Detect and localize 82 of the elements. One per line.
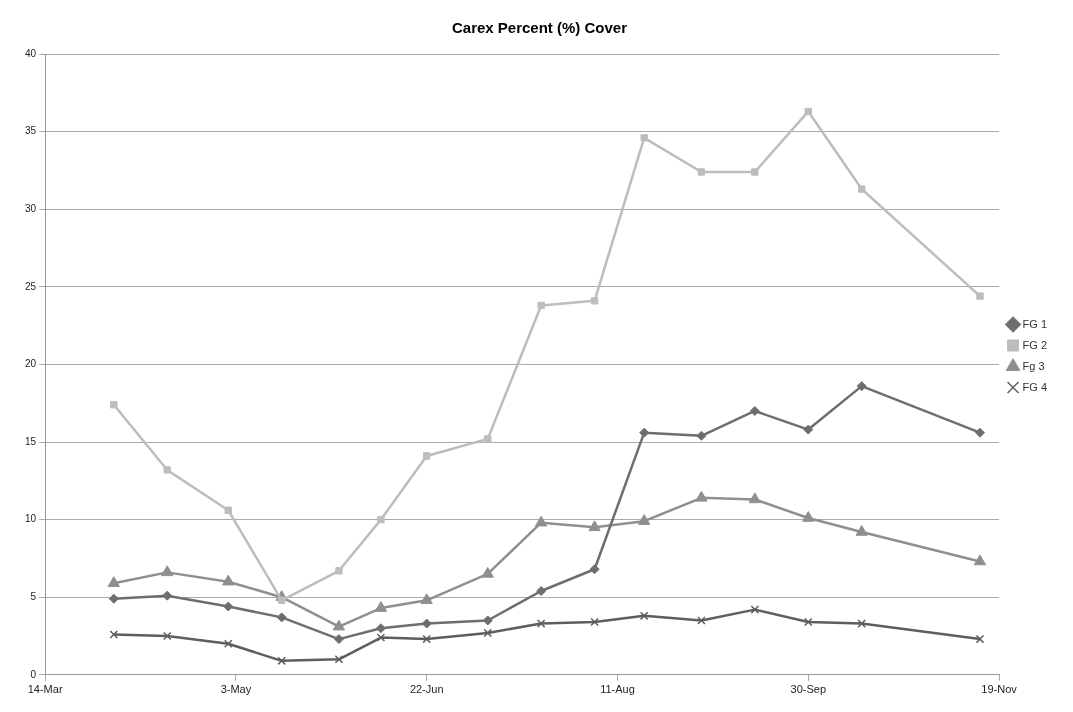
legend-label: FG 4 xyxy=(1022,380,1047,393)
point xyxy=(590,617,599,627)
x-tick-label: 14-Mar xyxy=(27,683,63,696)
y-tick-label: 40 xyxy=(25,47,37,59)
point xyxy=(590,297,599,305)
point xyxy=(377,515,385,524)
y-tick-label: 10 xyxy=(25,513,37,525)
point xyxy=(749,405,760,416)
legend-label: FG 1 xyxy=(1022,317,1047,330)
y-tick-label: 35 xyxy=(25,125,37,137)
point xyxy=(333,634,344,645)
y-tick-label: 30 xyxy=(25,202,37,214)
point xyxy=(484,435,492,443)
y-tick-label: 25 xyxy=(25,280,37,292)
point xyxy=(857,619,866,628)
point xyxy=(162,631,172,641)
point xyxy=(976,292,984,300)
point xyxy=(802,511,815,522)
point xyxy=(697,168,706,176)
point xyxy=(223,601,234,612)
point xyxy=(423,452,431,460)
point xyxy=(975,634,985,644)
point xyxy=(804,107,812,116)
point xyxy=(695,490,708,502)
point xyxy=(696,430,707,441)
point xyxy=(108,593,119,604)
y-tick-label: 20 xyxy=(25,358,37,370)
point xyxy=(588,520,601,532)
x-tick-label: 3-May xyxy=(220,683,252,696)
point xyxy=(973,554,987,566)
point xyxy=(107,576,120,587)
point xyxy=(481,566,494,578)
point xyxy=(638,514,651,525)
y-tick-label: 5 xyxy=(30,590,37,602)
point xyxy=(748,492,761,504)
point xyxy=(276,612,287,623)
point xyxy=(974,427,985,438)
chart-title: Carex Percent (%) Cover xyxy=(451,19,628,37)
x-tick-label: 22-Jun xyxy=(409,683,444,696)
legend-label: FG 2 xyxy=(1022,338,1047,351)
x-tick-label: 11-Aug xyxy=(600,683,635,696)
point xyxy=(224,506,232,514)
point xyxy=(278,596,286,604)
point xyxy=(640,134,648,142)
point xyxy=(422,634,431,644)
point xyxy=(751,168,759,176)
point xyxy=(223,639,233,649)
point xyxy=(750,605,760,614)
x-tick-label: 30-Sep xyxy=(790,683,827,696)
y-tick-label: 0 xyxy=(30,668,37,680)
point xyxy=(110,401,118,409)
point xyxy=(589,564,600,575)
point xyxy=(483,628,493,638)
point xyxy=(376,633,386,642)
point xyxy=(536,585,547,596)
point xyxy=(222,574,235,586)
point xyxy=(858,185,866,193)
point xyxy=(162,590,173,601)
point xyxy=(335,567,343,575)
point xyxy=(334,654,344,664)
point xyxy=(161,565,174,577)
point xyxy=(421,618,432,629)
point xyxy=(855,525,868,536)
point xyxy=(803,617,813,627)
legend-label: Fg 3 xyxy=(1022,359,1045,372)
point xyxy=(374,601,388,612)
point xyxy=(482,615,493,626)
point xyxy=(639,611,649,621)
point xyxy=(537,301,545,310)
point xyxy=(332,619,346,631)
y-tick-label: 15 xyxy=(25,435,37,447)
point xyxy=(109,630,119,639)
point xyxy=(536,619,546,628)
point xyxy=(856,381,867,392)
point xyxy=(420,593,433,605)
point xyxy=(535,515,548,527)
point xyxy=(163,466,171,474)
point xyxy=(375,623,386,634)
x-tick-label: 19-Nov xyxy=(981,683,1018,696)
point xyxy=(803,424,814,435)
point xyxy=(697,616,706,625)
point xyxy=(277,656,286,666)
